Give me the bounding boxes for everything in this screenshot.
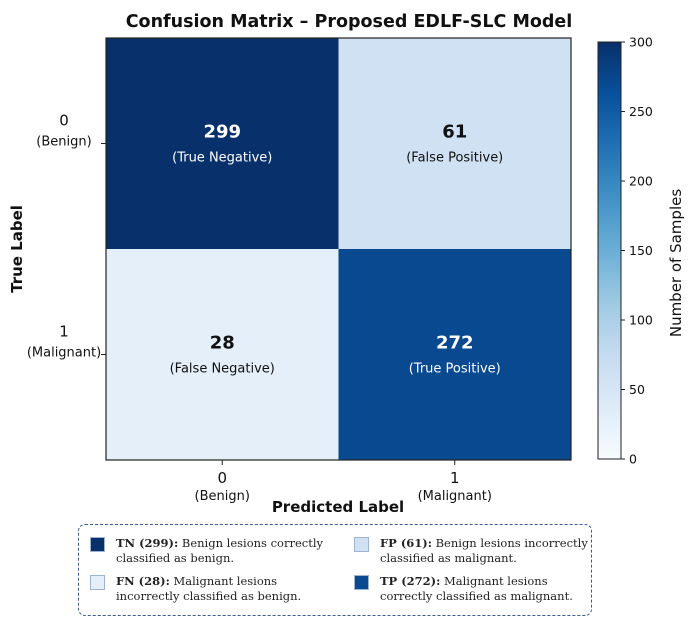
cell-value-label: 61 — [442, 122, 467, 143]
colorbar-tick-label: 100 — [629, 313, 653, 328]
x-tick-label: 0 — [217, 469, 227, 487]
colorbar-ticks: 0 50 100 150 200 250 300 — [621, 35, 653, 467]
legend-abbr: FP (61): — [380, 536, 432, 550]
cell-value-label: 28 — [210, 333, 235, 354]
fp-swatch — [354, 537, 369, 552]
tn-swatch — [90, 537, 105, 552]
x-axis-label: Predicted Label — [272, 498, 404, 516]
colorbar-tick-label: 200 — [629, 174, 653, 189]
colorbar-tick-label: 150 — [629, 243, 653, 258]
legend-abbr: FN (28): — [116, 574, 170, 588]
colorbar-tick-label: 300 — [629, 35, 653, 50]
colorbar-tick-label: 250 — [629, 104, 653, 119]
x-tick-sublabel: (Malignant) — [418, 489, 492, 504]
colorbar — [597, 41, 622, 460]
legend-desc: Malignant lesions incorrectly classified… — [116, 574, 302, 603]
axis-ticks: 0 (Benign) 1 (Malignant) 0 (Benign) 1 (Malignan… — [27, 112, 492, 505]
x-tick-sublabel: (Benign) — [195, 489, 250, 504]
y-axis-label: True Label — [8, 205, 26, 293]
colorbar-tick-label: 50 — [629, 382, 645, 397]
plot-frame — [105, 37, 572, 461]
y-tick-label: 0 — [59, 112, 69, 130]
y-tick-sublabel: (Benign) — [36, 135, 91, 150]
legend-abbr: TP (272): — [380, 574, 441, 588]
colorbar-label: Number of Samples — [667, 189, 685, 337]
legend-desc: Benign lesions correctly classified as b… — [116, 536, 323, 565]
cell-category-label: (False Positive) — [406, 151, 503, 166]
chart-title: Confusion Matrix – Proposed EDLF-SLC Mod… — [126, 12, 573, 32]
fn-swatch — [90, 575, 105, 590]
heatmap-cell — [106, 38, 339, 249]
cell-category-label: (True Negative) — [172, 151, 272, 166]
colorbar-tick-label: 0 — [629, 452, 637, 467]
y-tick-label: 1 — [59, 323, 69, 341]
cell-category-label: (True Positive) — [409, 362, 501, 377]
heatmap-cell — [338, 38, 571, 249]
cell-value-label: 272 — [436, 333, 474, 354]
heatmap-cell — [338, 249, 571, 460]
legend-box: TN (299): Benign lesions correctly class… — [78, 524, 592, 616]
y-tick-sublabel: (Malignant) — [27, 346, 101, 361]
legend-abbr: TN (299): — [116, 536, 179, 550]
heatmap-cells: 299 (True Negative) 61 (False Positive) 28 (F… — [106, 38, 571, 460]
cell-value-label: 299 — [203, 122, 241, 143]
heatmap-cell — [106, 249, 339, 460]
x-tick-label: 1 — [450, 469, 460, 487]
legend-desc: Benign lesions incorrectly classified as… — [380, 536, 588, 565]
legend-desc: Malignant lesions correctly classified a… — [380, 574, 573, 603]
tp-swatch — [354, 575, 369, 590]
cell-category-label: (False Negative) — [170, 362, 275, 377]
